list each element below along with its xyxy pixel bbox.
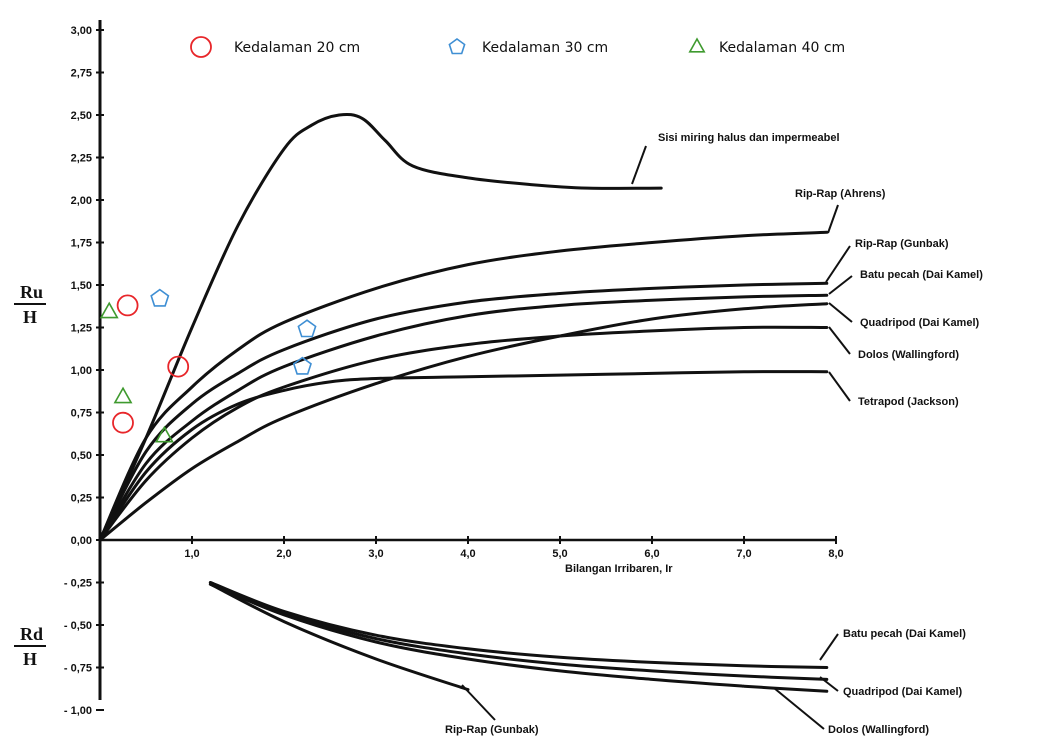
data-point-circle — [167, 355, 190, 378]
curve-line — [98, 112, 663, 542]
x-ticks: 1,0 2,0 3,0 4,0 5,0 6,0 7,0 8,0 — [184, 536, 844, 560]
y-label-denominator-h-2: H — [23, 649, 37, 669]
curve-label: Rip-Rap (Gunbak) — [445, 724, 539, 736]
legend-marker-triangle — [688, 37, 706, 53]
y-axis-label-rd-h: Rd H — [14, 624, 46, 669]
curve-line — [98, 281, 829, 542]
y-label-numerator-rd: Rd — [20, 624, 43, 644]
curve-label: Batu pecah (Dai Kamel) — [860, 269, 983, 281]
data-point-pentagon — [292, 356, 312, 375]
curve-label-leader — [773, 687, 825, 730]
y-tick-label: 3,00 — [71, 25, 92, 37]
curve-line — [208, 581, 829, 669]
x-tick-label: 1,0 — [184, 548, 199, 560]
y-tick-label: - 0,75 — [64, 663, 92, 675]
curve-label: Quadripod (Dai Kamel) — [860, 317, 980, 329]
curve-line — [98, 293, 829, 542]
x-tick-label: 8,0 — [828, 548, 843, 560]
curve-labels: Sisi miring halus dan impermeabel Rip-Rap… — [445, 132, 983, 736]
curve-line — [208, 582, 829, 693]
curve-label-leader — [461, 684, 496, 721]
data-point-triangle — [113, 386, 133, 404]
y-tick-label: 2,00 — [71, 195, 92, 207]
curve-label: Tetrapod (Jackson) — [858, 396, 959, 408]
curve-label: Rip-Rap (Gunbak) — [855, 238, 949, 250]
curve-label-leader — [828, 371, 851, 402]
legend-label: Kedalaman 40 cm — [719, 40, 845, 56]
y-tick-label: 0,00 — [71, 535, 92, 547]
axes — [98, 20, 836, 700]
y-tick-label: - 1,00 — [64, 705, 92, 717]
y-tick-label: 1,00 — [71, 365, 92, 377]
curve-label: Dolos (Wallingford) — [828, 724, 929, 736]
y-tick-label: - 0,25 — [64, 578, 92, 590]
y-tick-label: - 0,50 — [64, 620, 92, 632]
curve-label-leader — [825, 245, 851, 283]
data-point-circle — [112, 411, 134, 434]
curve-label: Rip-Rap (Ahrens) — [795, 188, 886, 200]
curve-label-leader — [819, 633, 839, 661]
curve-label: Batu pecah (Dai Kamel) — [843, 628, 966, 640]
curve-label-leader — [819, 676, 839, 692]
curves — [98, 112, 829, 693]
curve-line — [98, 370, 829, 542]
legend: Kedalaman 20 cm Kedalaman 30 cm Kedalaman … — [190, 36, 845, 58]
y-tick-label: 1,25 — [71, 323, 92, 335]
curve-line — [98, 302, 829, 542]
curve-label: Sisi miring halus dan impermeabel — [658, 132, 840, 144]
x-tick-label: 3,0 — [368, 548, 383, 560]
curve-line — [208, 582, 470, 692]
x-tick-label: 6,0 — [644, 548, 659, 560]
y-tick-label: 2,25 — [71, 153, 92, 165]
curve-label-leader — [827, 204, 839, 234]
y-tick-label: 0,25 — [71, 493, 92, 505]
curve-label-leader — [828, 326, 851, 355]
data-point-triangle — [99, 301, 119, 319]
y-label-numerator-ru: Ru — [20, 282, 43, 302]
x-tick-label: 7,0 — [736, 548, 751, 560]
y-tick-label: 1,50 — [71, 280, 92, 292]
curve-label-leader — [828, 275, 853, 295]
legend-marker-pentagon — [448, 38, 466, 55]
y-tick-label: 0,75 — [71, 408, 92, 420]
y-tick-label: 1,75 — [71, 238, 92, 250]
curve-line — [98, 325, 829, 542]
legend-marker-circle — [190, 36, 212, 58]
y-axis-label-ru-h: Ru H — [14, 282, 46, 327]
x-tick-label: 5,0 — [552, 548, 567, 560]
x-tick-label: 4,0 — [460, 548, 475, 560]
curve-line — [98, 230, 829, 542]
data-point-circle — [116, 294, 139, 317]
legend-label: Kedalaman 30 cm — [482, 40, 608, 56]
legend-label: Kedalaman 20 cm — [234, 40, 360, 56]
y-ticks: 3,00 2,75 2,50 2,25 2,00 1,75 1,50 1,25 1,00 0,75… — [64, 25, 104, 717]
data-points — [99, 288, 317, 443]
curve-label: Quadripod (Dai Kamel) — [843, 686, 963, 698]
y-tick-label: 0,50 — [71, 450, 92, 462]
data-point-pentagon — [150, 288, 170, 307]
y-tick-label: 2,50 — [71, 110, 92, 122]
curve-label-leader — [828, 302, 853, 323]
x-tick-label: 2,0 — [276, 548, 291, 560]
curve-line — [208, 581, 829, 681]
y-label-denominator-h: H — [23, 307, 37, 327]
curve-label-leader — [631, 145, 647, 185]
y-tick-label: 2,75 — [71, 68, 92, 80]
curve-label: Dolos (Wallingford) — [858, 349, 959, 361]
data-point-triangle — [154, 425, 174, 443]
x-axis-label: Bilangan Irribaren, Ir — [565, 563, 673, 575]
data-point-pentagon — [297, 319, 317, 338]
